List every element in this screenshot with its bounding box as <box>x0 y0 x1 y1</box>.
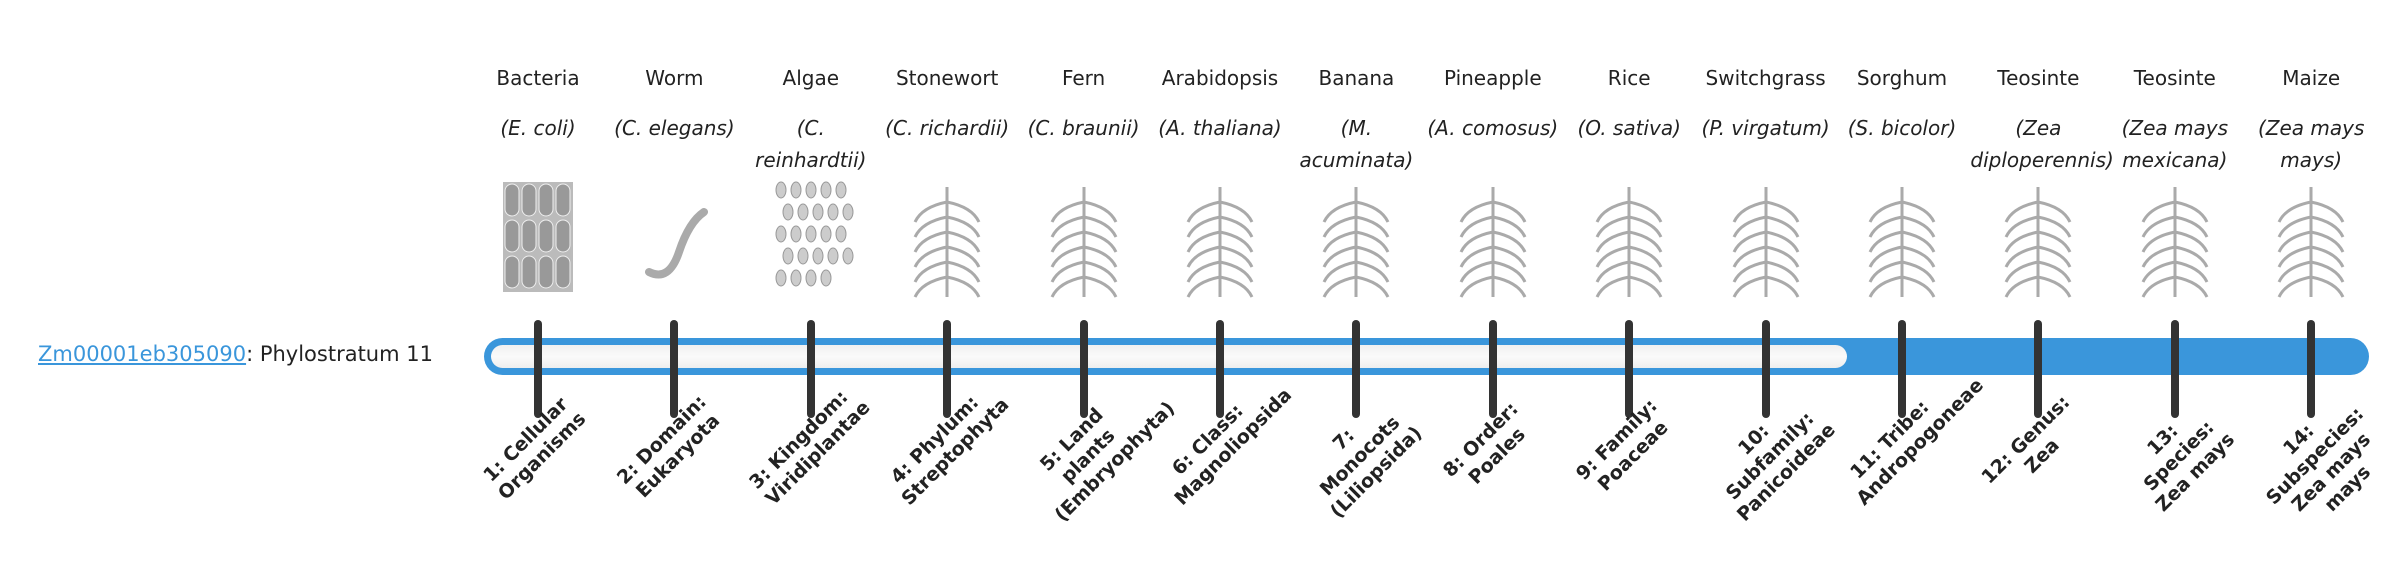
stratum-tick <box>2307 320 2316 418</box>
stratum-label: 7: Monocots (Liliopsida) <box>1316 411 1427 523</box>
organism-common-name: Arabidopsis <box>1161 66 1279 90</box>
stratum-tick <box>1216 320 1224 418</box>
rice-icon <box>1595 187 1663 298</box>
stratum-tick <box>1352 320 1361 418</box>
organism-common-name: Bacteria <box>496 66 580 90</box>
stratum-tick <box>1761 320 1770 418</box>
organism-common-name: Sorghum <box>1856 66 1948 90</box>
organism-common-name: Banana <box>1318 66 1395 90</box>
organism-scientific-name: (A. thaliana) <box>1158 116 1282 140</box>
stratum-tick <box>1898 320 1906 418</box>
stratum-tick <box>1079 320 1088 418</box>
pineapple-icon <box>1459 187 1527 298</box>
phylostratum-bar <box>484 338 2369 375</box>
stratum-tick <box>806 320 815 418</box>
organism-common-name: Fern <box>1061 66 1106 90</box>
teosinte-icon <box>2005 187 2072 298</box>
organism-common-name: Maize <box>2282 66 2341 90</box>
organism-scientific-name: (A. comosus) <box>1427 116 1559 140</box>
stratum-tick <box>2170 320 2179 418</box>
stratum-tick <box>943 320 952 418</box>
algae-icon <box>775 181 854 287</box>
maize-icon <box>2277 187 2345 298</box>
stratum-tick <box>534 320 542 418</box>
organism-common-name: Algae <box>782 66 840 90</box>
organism-common-name: Switchgrass <box>1705 66 1826 90</box>
stratum-tick <box>1488 320 1497 418</box>
stratum-label: 10: Subfamily: Panicoideae <box>1721 407 1840 526</box>
organism-scientific-name: (M. acuminata) <box>1299 116 1414 172</box>
organism-scientific-name: (E. coli) <box>500 116 576 140</box>
stratum-label: 14: Subspecies: Zea mays mays <box>2262 402 2376 517</box>
stratum-label: 5: Land plants (Embryophyta) <box>1035 397 1179 527</box>
switchgrass-icon <box>1732 187 1799 298</box>
banana-icon <box>1323 187 1390 298</box>
organism-scientific-name: (Zea mays mays) <box>2257 116 2365 172</box>
organism-common-name: Worm <box>645 66 704 90</box>
organism-scientific-name: (Zea diploperennis) <box>1970 116 2114 172</box>
organism-common-name: Pineapple <box>1443 66 1542 90</box>
organism-scientific-name: (P. virgatum) <box>1701 116 1830 140</box>
arabidopsis-icon <box>1186 187 1254 298</box>
phylostratum-bar-empty <box>491 345 1847 368</box>
organism-scientific-name: (C. reinhardtii) <box>755 116 867 172</box>
organism-common-name: Teosinte <box>1997 66 2080 90</box>
organism-scientific-name: (O. sativa) <box>1577 116 1681 140</box>
organism-scientific-name: (C. braunii) <box>1027 116 1140 140</box>
stratum-tick <box>670 320 679 418</box>
stonewort-icon <box>913 187 981 298</box>
organism-scientific-name: (Zea mays mexicana) <box>2121 116 2228 172</box>
teosinte-icon <box>2141 187 2209 298</box>
stratum-tick <box>1625 320 1634 418</box>
organism-scientific-name: (S. bicolor) <box>1847 116 1957 140</box>
bacteria-icon <box>503 182 573 292</box>
organism-common-name: Stonewort <box>895 66 999 90</box>
stratum-tick <box>2034 320 2043 418</box>
fern-icon <box>1050 187 1117 298</box>
organism-common-name: Rice <box>1607 66 1651 90</box>
organism-common-name: Teosinte <box>2133 66 2216 90</box>
gene-id-link[interactable]: Zm00001eb305090 <box>38 342 247 366</box>
worm-icon <box>645 208 709 279</box>
organism-scientific-name: (C. richardii) <box>885 116 1010 140</box>
sorghum-icon <box>1868 187 1936 298</box>
phylostratum-text: : Phylostratum 11 <box>246 342 433 366</box>
organism-scientific-name: (C. elegans) <box>614 116 735 140</box>
gene-label: Zm00001eb305090: Phylostratum 11 <box>38 342 433 366</box>
stratum-label: 13: Species: Zea mays <box>2139 416 2239 517</box>
